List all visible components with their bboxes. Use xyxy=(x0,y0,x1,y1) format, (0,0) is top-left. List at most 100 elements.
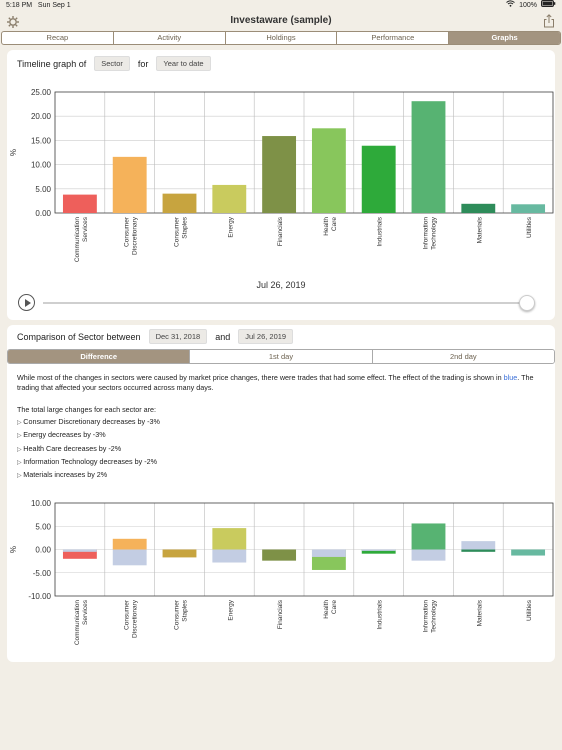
comparison-card: Comparison of Sector between Dec 31, 201… xyxy=(7,325,555,662)
timeline-card: Timeline graph of Sector for Year to dat… xyxy=(7,50,555,320)
period-selector[interactable]: Year to date xyxy=(156,56,211,71)
x-tick-label: Materials xyxy=(476,599,483,626)
tab-recap[interactable]: Recap xyxy=(2,32,114,44)
segment-second-day[interactable]: 2nd day xyxy=(372,350,554,363)
app-title: Investaware (sample) xyxy=(230,15,332,26)
timeline-date: Jul 26, 2019 xyxy=(256,280,306,290)
x-tick-label: Utilities xyxy=(526,599,533,621)
group-by-selector[interactable]: Sector xyxy=(94,56,130,71)
segment-first-day[interactable]: 1st day xyxy=(190,350,373,363)
x-tick-label-line: Care xyxy=(331,217,338,231)
x-tick-label: Financials xyxy=(277,599,284,629)
list-item: Health Care decreases by -2% xyxy=(17,443,160,456)
bar xyxy=(262,136,297,213)
bar xyxy=(62,194,97,213)
x-tick-label: Industrials xyxy=(377,599,384,629)
y-tick-label: 25.00 xyxy=(31,88,52,97)
x-tick-label-line: Discretionary xyxy=(132,216,139,255)
y-tick-label: 10.00 xyxy=(31,161,52,170)
list-item: Information Technology decreases by -2% xyxy=(17,456,160,469)
timeline-slider-track[interactable] xyxy=(43,302,525,304)
y-tick-label: -10.00 xyxy=(28,592,51,601)
changes-list: Consumer Discretionary decreases by -3% … xyxy=(17,416,160,482)
x-tick-label: Health Care xyxy=(323,600,338,619)
status-bar: 5:18 PM Sun Sep 1 100% xyxy=(0,0,562,12)
x-tick-label-line: Consumer xyxy=(174,216,181,247)
x-tick-label-line: Utilities xyxy=(526,216,533,238)
x-tick-label: Energy xyxy=(227,216,234,237)
date1-selector[interactable]: Dec 31, 2018 xyxy=(148,329,208,344)
x-tick-label-line: Technology xyxy=(431,216,438,250)
x-tick-label-line: Consumer xyxy=(124,216,131,247)
bar xyxy=(461,541,496,550)
for-label: for xyxy=(137,58,149,69)
bar xyxy=(311,549,346,557)
tab-graphs[interactable]: Graphs xyxy=(449,32,560,44)
bar xyxy=(411,549,446,561)
x-tick-label-line: Discretionary xyxy=(132,599,139,638)
timeline-controls: Timeline graph of Sector for Year to dat… xyxy=(17,56,211,71)
share-icon[interactable] xyxy=(543,14,555,28)
x-tick-label-line: Health xyxy=(323,600,330,619)
play-button[interactable] xyxy=(18,294,35,311)
y-tick-label: 0.00 xyxy=(35,209,51,218)
title-bar: Investaware (sample) xyxy=(0,12,562,30)
y-tick-label: 0.00 xyxy=(35,546,51,555)
tab-performance[interactable]: Performance xyxy=(337,32,450,44)
bar xyxy=(212,549,247,563)
bar xyxy=(162,193,197,213)
x-tick-label-line: Communication xyxy=(74,600,81,646)
bar xyxy=(212,184,247,213)
x-tick-label-line: Financials xyxy=(277,599,284,629)
tab-holdings[interactable]: Holdings xyxy=(226,32,338,44)
difference-bar-chart: -10.00 -5.00 0.00 5.00 10.00% Communication Se… xyxy=(9,499,554,645)
battery-percent: 100% xyxy=(519,2,537,9)
x-tick-label-line: Staples xyxy=(182,599,189,621)
status-right: 100% xyxy=(506,0,556,12)
x-tick-label-line: Communication xyxy=(74,217,81,263)
y-tick-label: 5.00 xyxy=(35,185,51,194)
x-tick-label: Materials xyxy=(476,216,483,243)
bar xyxy=(162,549,197,558)
and-label: and xyxy=(215,331,231,342)
tab-activity[interactable]: Activity xyxy=(114,32,226,44)
x-tick-label: Industrials xyxy=(377,216,384,246)
timeline-bar-chart: 0.00 5.00 10.00 15.00 20.00 25.00% Communicati… xyxy=(9,88,554,263)
x-tick-label-line: Health xyxy=(323,217,330,236)
x-tick-label: Financials xyxy=(277,216,284,246)
x-tick-label-line: Utilities xyxy=(526,599,533,621)
bar xyxy=(411,101,446,213)
x-tick-label-line: Materials xyxy=(476,599,483,626)
y-tick-label: 20.00 xyxy=(31,112,52,121)
x-tick-label-line: Industrials xyxy=(377,216,384,246)
bar xyxy=(62,549,97,552)
bar xyxy=(112,156,147,213)
bar xyxy=(262,549,297,561)
x-tick-label: Communication Services xyxy=(74,599,89,645)
x-tick-label: Energy xyxy=(227,599,234,620)
plot-frame xyxy=(54,502,554,597)
list-item: Consumer Discretionary decreases by -3% xyxy=(17,416,160,429)
y-axis-label: % xyxy=(9,546,18,553)
bar xyxy=(212,528,247,550)
timeline-slider-thumb[interactable] xyxy=(519,295,535,311)
date2-selector[interactable]: Jul 26, 2019 xyxy=(238,329,294,344)
x-tick-label-line: Information xyxy=(423,217,430,250)
bar xyxy=(411,523,446,550)
x-tick-label-line: Services xyxy=(82,216,89,242)
bar xyxy=(511,204,546,213)
x-tick-label-line: Staples xyxy=(182,216,189,238)
x-tick-label: Health Care xyxy=(323,217,338,236)
y-tick-label: 10.00 xyxy=(31,499,52,508)
x-tick-label-line: Consumer xyxy=(124,599,131,630)
y-tick-label: -5.00 xyxy=(33,569,52,578)
list-item: Materials increases by 2% xyxy=(17,469,160,482)
battery-icon xyxy=(541,0,556,12)
x-tick-label: Consumer Discretionary xyxy=(124,216,139,255)
segment-difference[interactable]: Difference xyxy=(8,350,191,363)
plot-frame xyxy=(54,91,554,214)
settings-gear-icon[interactable] xyxy=(7,15,19,28)
bar xyxy=(461,203,496,213)
x-tick-label: Consumer Discretionary xyxy=(124,599,139,638)
x-tick-label-line: Services xyxy=(82,599,89,625)
